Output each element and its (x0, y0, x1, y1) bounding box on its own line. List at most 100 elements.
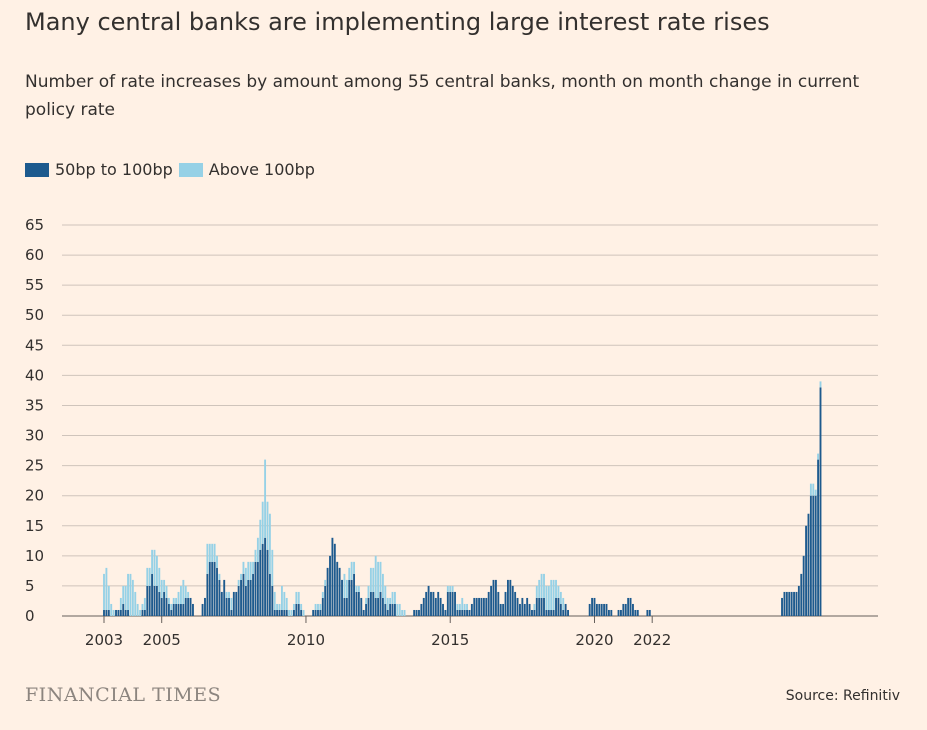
bar-50-100bp (208, 561, 211, 616)
bar-50-100bp (797, 585, 800, 616)
bar-50-100bp (151, 573, 154, 616)
bar-50-100bp (278, 609, 281, 616)
bar-50-100bp (389, 603, 392, 616)
bar-above-100bp (372, 567, 375, 592)
bar-50-100bp (312, 609, 315, 616)
bar-above-100bp (127, 573, 129, 610)
y-tick-label: 55 (25, 276, 44, 294)
y-tick-label: 20 (25, 487, 44, 505)
bar-50-100bp (646, 609, 649, 616)
bar-50-100bp (492, 579, 495, 616)
bar-50-100bp (567, 609, 569, 616)
bar-50-100bp (444, 609, 447, 616)
bar-50-100bp (781, 597, 783, 616)
bar-50-100bp (557, 597, 560, 616)
bar-50-100bp (466, 609, 468, 616)
bar-above-100bp (403, 609, 406, 616)
bar-50-100bp (535, 597, 538, 616)
bar-above-100bp (170, 603, 173, 610)
bar-50-100bp (324, 585, 327, 616)
bar-50-100bp (338, 567, 341, 616)
bar-50-100bp (232, 591, 235, 616)
bar-50-100bp (271, 585, 274, 616)
bar-above-100bp (216, 555, 218, 568)
bar-50-100bp (591, 597, 594, 616)
bar-above-100bp (254, 549, 257, 562)
bar-50-100bp (461, 609, 464, 616)
bar-50-100bp (182, 603, 185, 616)
bar-50-100bp (636, 609, 639, 616)
bar-50-100bp (463, 609, 466, 616)
bar-above-100bp (184, 585, 187, 598)
bar-50-100bp (562, 609, 565, 616)
y-tick-label: 30 (25, 427, 44, 445)
bar-50-100bp (617, 609, 620, 616)
bar-50-100bp (317, 609, 319, 616)
source-note: Source: Refinitiv (785, 688, 900, 704)
bar-above-100bp (278, 603, 281, 610)
bar-above-100bp (353, 561, 355, 574)
bar-above-100bp (547, 585, 550, 610)
bar-above-100bp (283, 591, 286, 610)
bar-above-100bp (218, 573, 221, 580)
bar-50-100bp (511, 585, 514, 616)
bar-50-100bp (795, 591, 798, 616)
bar-50-100bp (321, 597, 324, 616)
y-tick-label: 10 (25, 547, 44, 565)
bar-50-100bp (552, 609, 555, 616)
bar-50-100bp (607, 609, 610, 616)
bar-50-100bp (314, 609, 317, 616)
bar-above-100bp (273, 591, 276, 610)
bar-above-100bp (817, 453, 820, 460)
bar-50-100bp (540, 597, 543, 616)
bar-50-100bp (629, 597, 632, 616)
bar-50-100bp (442, 603, 444, 616)
bar-above-100bp (552, 579, 555, 610)
bar-50-100bp (523, 603, 526, 616)
bar-50-100bp (103, 609, 105, 616)
bar-50-100bp (268, 573, 271, 616)
bar-50-100bp (502, 603, 505, 616)
y-tick-label: 35 (25, 396, 44, 414)
bar-50-100bp (261, 543, 264, 616)
bar-50-100bp (480, 597, 483, 616)
bar-above-100bp (812, 483, 815, 496)
bar-above-100bp (350, 561, 353, 580)
bar-50-100bp (504, 591, 507, 616)
bar-above-100bp (160, 579, 163, 598)
bar-above-100bp (557, 585, 560, 598)
bar-50-100bp (252, 573, 255, 616)
bar-50-100bp (807, 513, 810, 616)
x-tick-label: 2020 (575, 631, 613, 649)
bar-above-100bp (103, 573, 105, 610)
bar-50-100bp (547, 609, 550, 616)
bar-50-100bp (225, 597, 228, 616)
bar-50-100bp (814, 495, 817, 616)
bar-above-100bp (261, 501, 264, 544)
chart-subtitle: Number of rate increases by amount among… (25, 72, 860, 120)
bar-50-100bp (632, 603, 634, 616)
bar-50-100bp (247, 579, 250, 616)
bar-above-100bp (348, 567, 351, 580)
bar-above-100bp (146, 567, 149, 586)
bar-50-100bp (509, 579, 512, 616)
bar-above-100bp (538, 579, 541, 598)
bar-50-100bp (372, 591, 375, 616)
bar-50-100bp (819, 387, 822, 616)
bar-above-100bp (543, 573, 545, 598)
bar-50-100bp (244, 585, 247, 616)
bar-50-100bp (610, 609, 613, 616)
bar-50-100bp (158, 591, 161, 616)
bar-50-100bp (107, 609, 110, 616)
bar-50-100bp (362, 609, 365, 616)
bar-50-100bp (319, 609, 322, 616)
bar-above-100bp (148, 567, 151, 586)
bar-50-100bp (295, 603, 298, 616)
bar-50-100bp (805, 525, 808, 616)
bar-above-100bp (206, 543, 209, 574)
bar-50-100bp (430, 591, 432, 616)
bar-50-100bp (449, 591, 452, 616)
bar-50-100bp (206, 573, 209, 616)
bar-50-100bp (531, 609, 533, 616)
bar-50-100bp (122, 603, 125, 616)
